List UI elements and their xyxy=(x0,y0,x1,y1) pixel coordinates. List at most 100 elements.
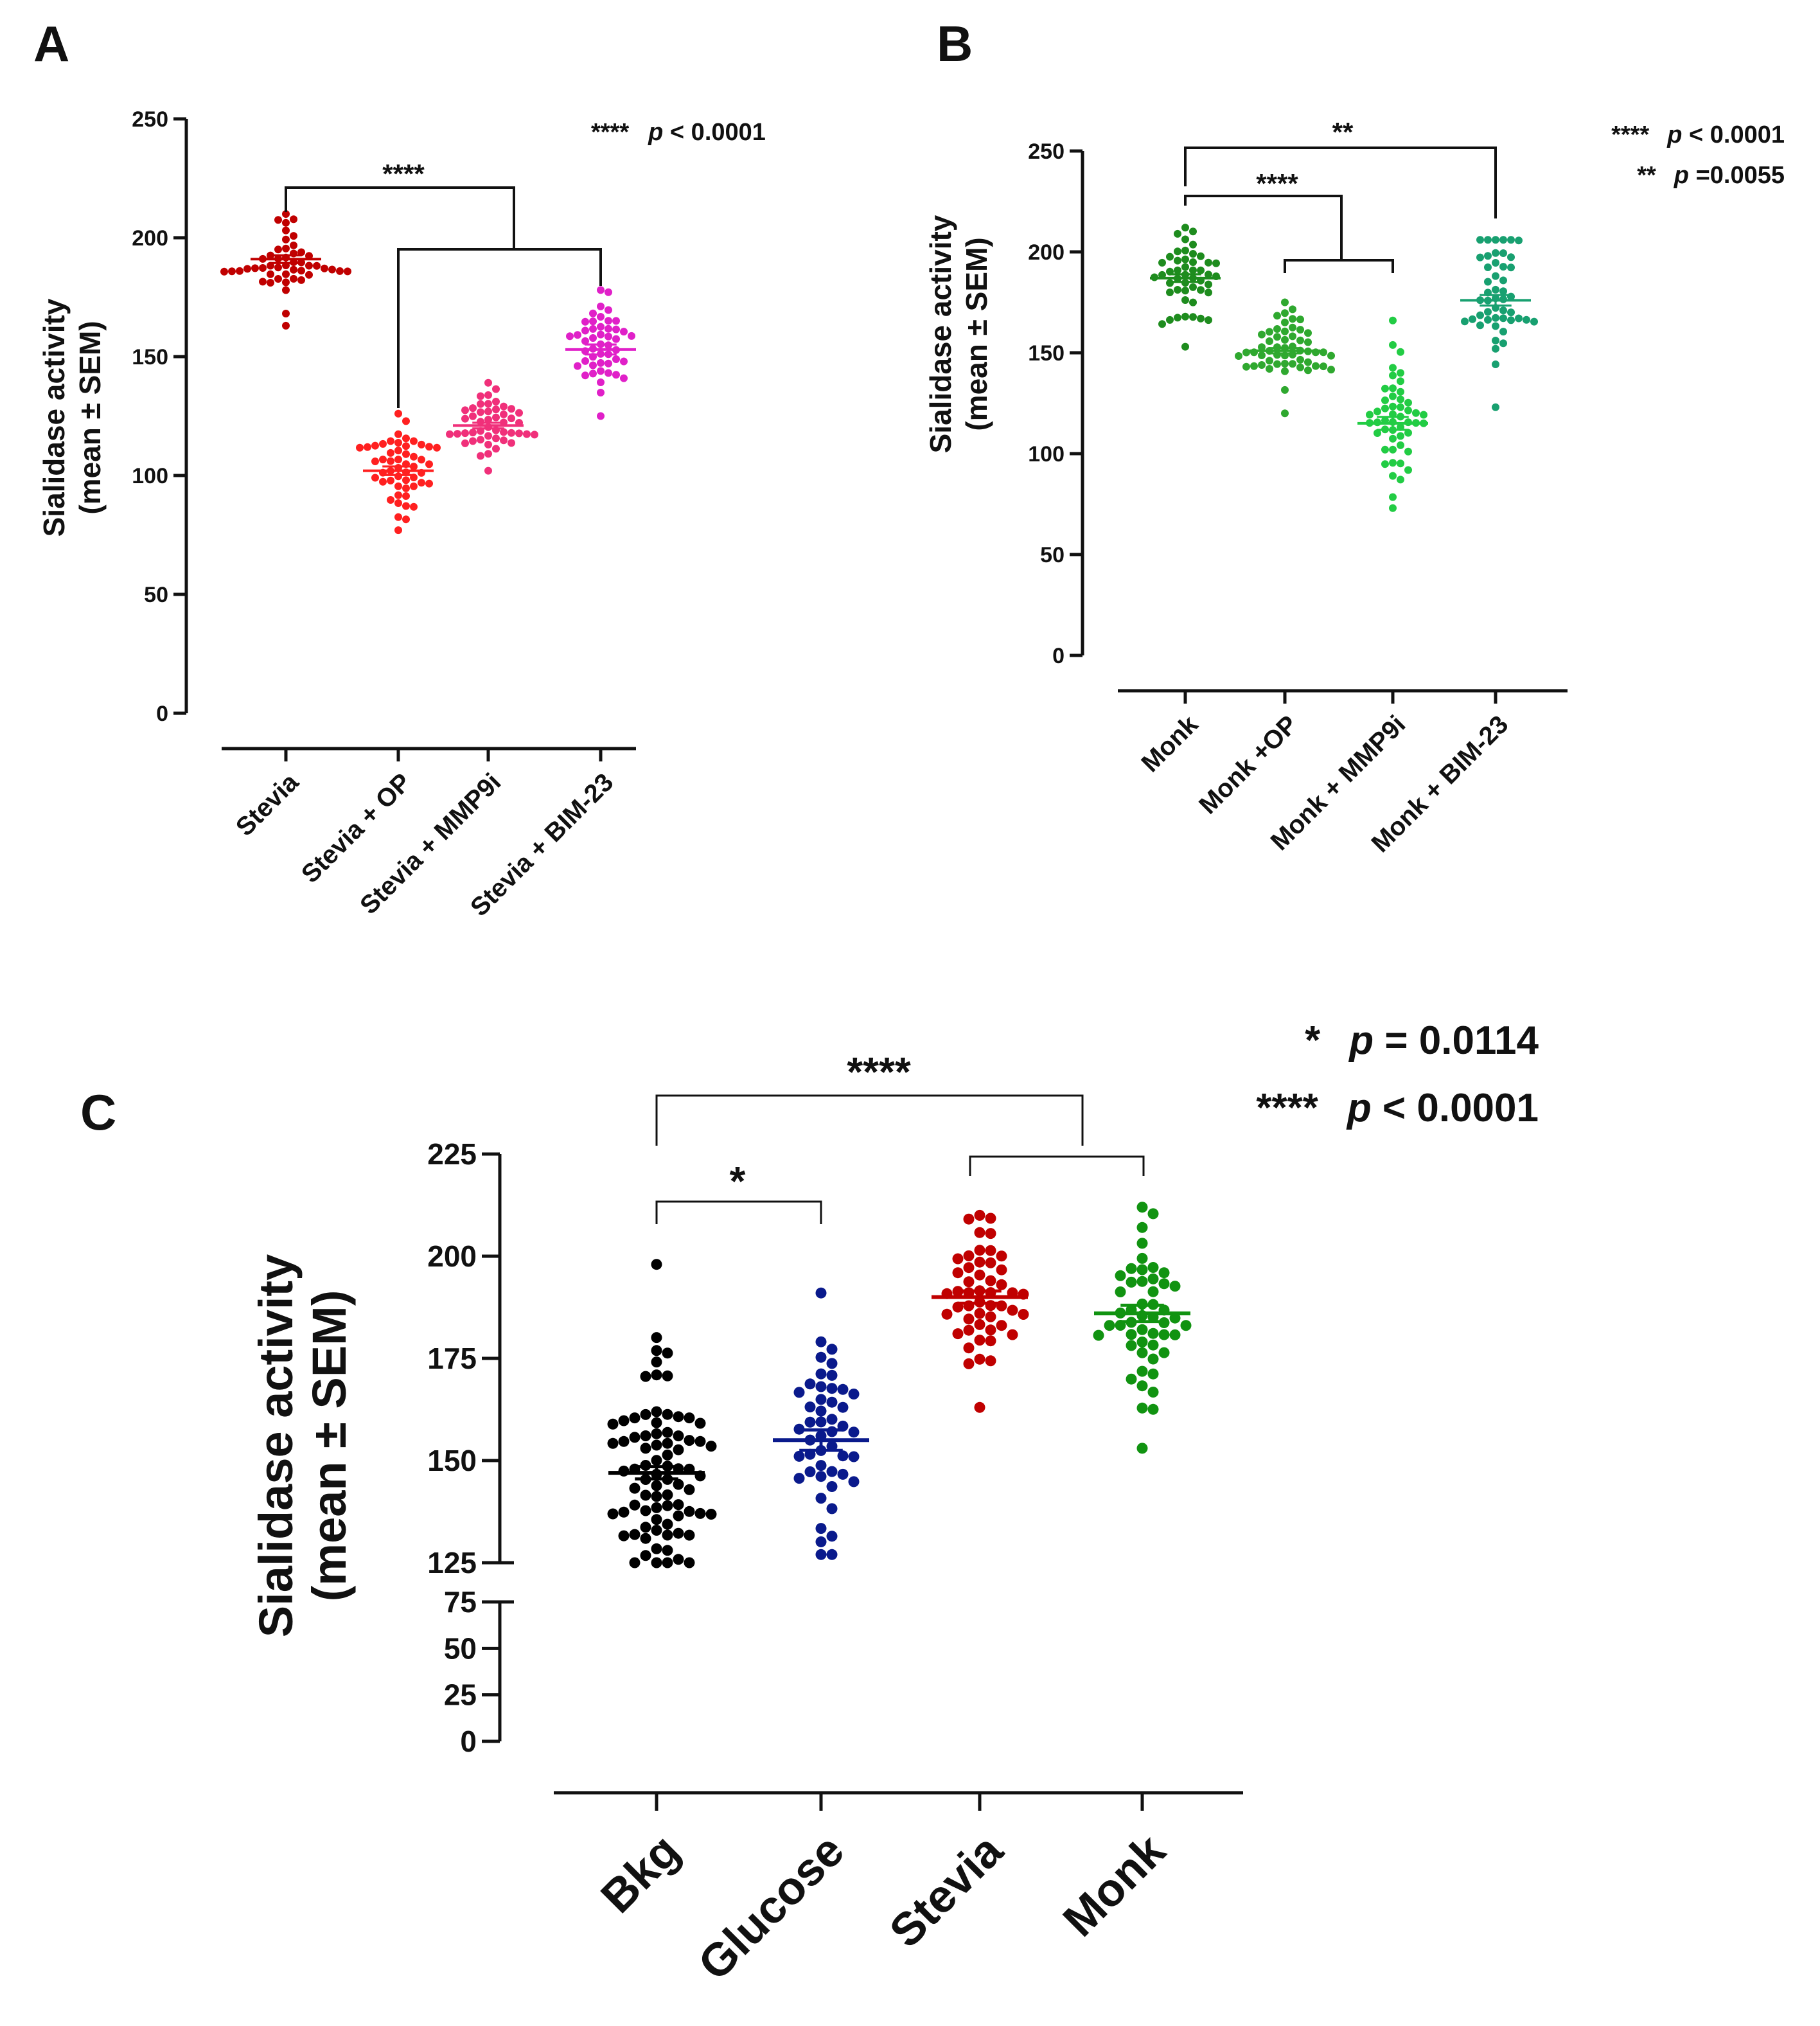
a-data-point xyxy=(469,429,477,437)
a-data-point xyxy=(394,409,402,418)
c-data-point xyxy=(1158,1317,1170,1328)
a-data-point xyxy=(251,264,259,272)
c-data-point xyxy=(607,1437,619,1449)
a-data-point xyxy=(477,452,484,460)
c-data-point xyxy=(629,1432,641,1443)
a-data-point xyxy=(305,262,313,270)
b-ytick-label: 50 xyxy=(1040,543,1065,567)
a-data-point xyxy=(282,210,290,218)
b-data-point xyxy=(1381,404,1389,413)
c-data-point xyxy=(1147,1273,1159,1284)
b-data-point xyxy=(1166,253,1174,261)
c-data-point xyxy=(651,1525,662,1536)
b-data-point xyxy=(1189,227,1197,236)
b-data-point xyxy=(1181,312,1189,321)
b-data-point xyxy=(1189,266,1197,274)
b-data-point xyxy=(1197,314,1205,323)
a-data-point xyxy=(515,429,523,438)
a-ytick-label: 200 xyxy=(132,226,168,251)
a-data-point xyxy=(282,244,290,253)
c-data-point xyxy=(815,1416,827,1428)
c-data-point xyxy=(662,1408,673,1420)
a-data-point xyxy=(469,412,477,420)
b-data-point xyxy=(1181,296,1189,304)
b-data-point xyxy=(1404,429,1412,437)
b-data-point xyxy=(1273,312,1281,320)
c-data-point xyxy=(963,1342,975,1354)
a-data-point xyxy=(581,357,589,365)
a-data-point xyxy=(387,437,394,445)
b-data-point xyxy=(1381,460,1389,468)
c-data-point xyxy=(963,1250,975,1261)
b-data-point xyxy=(1166,279,1174,287)
c-data-point xyxy=(815,1381,827,1392)
a-data-point xyxy=(402,434,410,443)
b-data-point xyxy=(1189,250,1197,258)
c-data-point xyxy=(651,1557,662,1568)
a-data-point xyxy=(371,441,379,450)
a-data-point xyxy=(379,456,387,464)
a-data-point xyxy=(402,492,410,500)
c-data-point xyxy=(941,1308,953,1320)
c-data-point xyxy=(673,1444,684,1455)
c-data-point xyxy=(974,1256,985,1268)
c-data-point xyxy=(996,1264,1007,1275)
c-category-label: Monk xyxy=(1054,1824,1176,1946)
c-data-point xyxy=(673,1430,684,1442)
a-data-point xyxy=(425,479,433,488)
a-data-point xyxy=(581,317,589,326)
b-data-point xyxy=(1420,411,1427,419)
a-data-point xyxy=(379,440,387,448)
b-category-label: Monk xyxy=(1136,710,1203,778)
b-data-point xyxy=(1492,403,1499,411)
c-data-point xyxy=(974,1209,985,1221)
c-data-point xyxy=(985,1245,996,1256)
c-data-point xyxy=(684,1412,695,1424)
a-data-point xyxy=(484,440,492,449)
b-ytick-label: 100 xyxy=(1028,442,1065,467)
c-data-point xyxy=(848,1476,860,1488)
b-data-point xyxy=(1166,289,1174,296)
b-data-point xyxy=(1304,366,1312,375)
a-data-point xyxy=(394,456,402,464)
c-data-point xyxy=(640,1550,651,1561)
c-data-point xyxy=(1147,1286,1159,1297)
c-data-point xyxy=(651,1259,662,1270)
c-data-point xyxy=(694,1417,706,1429)
c-data-point xyxy=(673,1554,684,1565)
a-data-point xyxy=(394,482,402,490)
a-data-point xyxy=(612,317,620,325)
b-data-point xyxy=(1281,327,1289,335)
c-data-point xyxy=(974,1227,985,1238)
c-data-point xyxy=(1126,1276,1137,1288)
a-data-point xyxy=(371,474,379,482)
c-data-point xyxy=(826,1396,838,1408)
c-data-point xyxy=(640,1408,651,1420)
a-data-point xyxy=(313,262,321,270)
b-data-point xyxy=(1492,360,1499,368)
c-data-point xyxy=(629,1499,641,1511)
b-data-point xyxy=(1389,493,1397,501)
a-data-point xyxy=(605,359,612,368)
a-data-point xyxy=(597,359,605,367)
c-data-point xyxy=(974,1335,985,1346)
b-data-point xyxy=(1181,255,1189,263)
a-data-point xyxy=(620,328,628,336)
c-data-point xyxy=(848,1426,860,1438)
a-data-point xyxy=(484,400,492,408)
c-data-point xyxy=(618,1435,630,1447)
c-data-point xyxy=(793,1473,805,1484)
b-data-point xyxy=(1174,256,1181,265)
c-data-point xyxy=(804,1416,816,1428)
a-data-point xyxy=(523,430,531,438)
b-data-point xyxy=(1499,276,1507,285)
panel-a-yticks: 0 50 100 150 200 250 xyxy=(132,107,186,726)
c-data-point xyxy=(662,1557,673,1568)
a-data-point xyxy=(394,526,402,535)
b-data-point xyxy=(1235,352,1242,360)
c-data-point xyxy=(651,1428,662,1439)
c-data-point xyxy=(1158,1347,1170,1358)
c-ytick-label: 75 xyxy=(444,1585,477,1619)
a-data-point xyxy=(267,270,274,278)
a-data-point xyxy=(402,442,410,450)
